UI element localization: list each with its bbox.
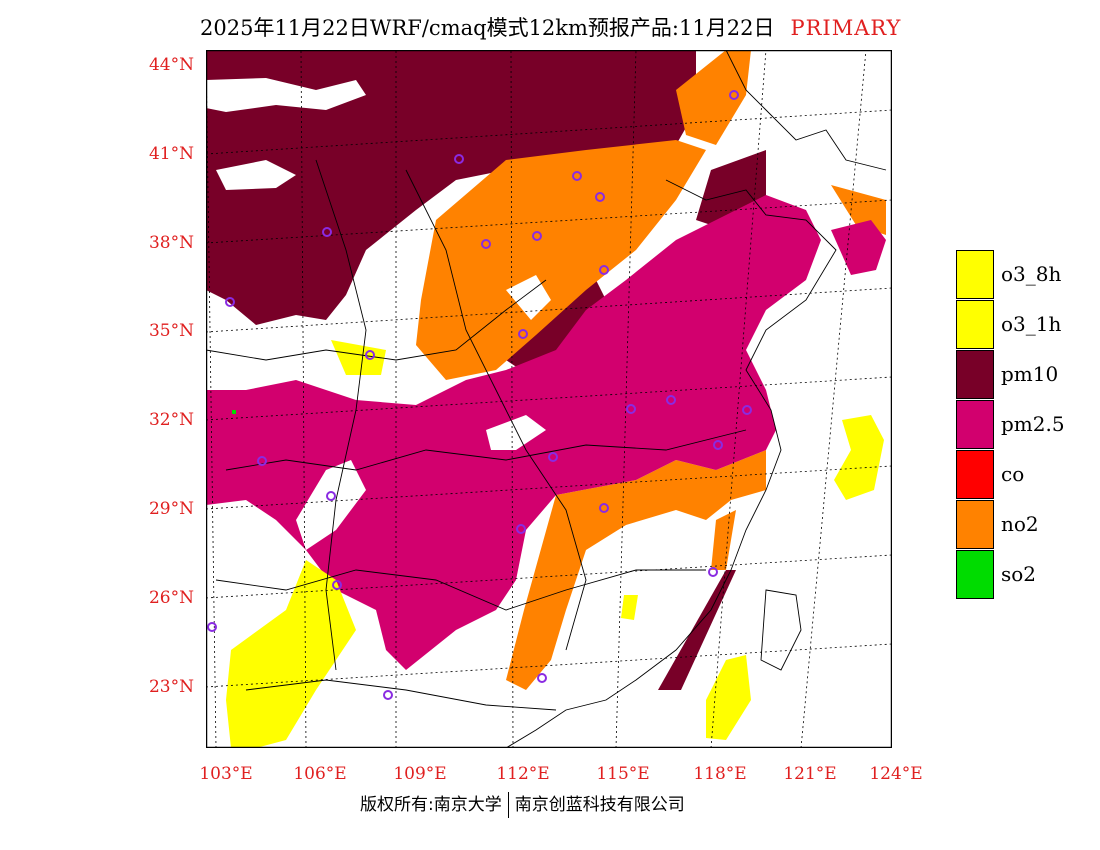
legend-swatch-pm25 bbox=[956, 400, 994, 449]
legend-label-o3-8h: o3_8h bbox=[1001, 262, 1062, 286]
legend-item-co: co bbox=[956, 450, 1100, 500]
lon-label-115e: 115°E bbox=[596, 764, 650, 784]
lon-label-103e: 103°E bbox=[199, 764, 253, 784]
pm10-north-region bbox=[206, 50, 696, 325]
legend-swatch-so2 bbox=[956, 550, 994, 599]
legend-swatch-o3-8h bbox=[956, 250, 994, 299]
title-text: 2025年11月22日WRF/cmaq模式12km预报产品:11月22日 bbox=[200, 16, 775, 40]
legend-swatch-co bbox=[956, 450, 994, 499]
lat-label-38n: 38°N bbox=[148, 233, 194, 253]
map-title: 2025年11月22日WRF/cmaq模式12km预报产品:11月22日 PRIM… bbox=[200, 12, 901, 42]
legend-swatch-pm10 bbox=[956, 350, 994, 399]
legend-item-pm10: pm10 bbox=[956, 350, 1100, 400]
legend-label-no2: no2 bbox=[1001, 512, 1039, 536]
legend-swatch-o3-1h bbox=[956, 300, 994, 349]
lon-label-124e: 124°E bbox=[869, 764, 923, 784]
lat-label-41n: 41°N bbox=[148, 144, 194, 164]
legend-item-pm25: pm2.5 bbox=[956, 400, 1100, 450]
copyright-text: 版权所有:南京大学 bbox=[360, 795, 502, 815]
o3-southwest-region bbox=[226, 560, 356, 748]
legend-label-o3-1h: o3_1h bbox=[1001, 312, 1062, 336]
legend-item-o3-1h: o3_1h bbox=[956, 300, 1100, 350]
lat-label-26n: 26°N bbox=[148, 588, 194, 608]
lat-label-32n: 32°N bbox=[148, 410, 194, 430]
forecast-map bbox=[206, 50, 892, 748]
lon-label-118e: 118°E bbox=[693, 764, 747, 784]
legend-swatch-no2 bbox=[956, 500, 994, 549]
no2-northern-band bbox=[416, 140, 706, 380]
product-type-label: PRIMARY bbox=[790, 16, 902, 40]
lat-label-35n: 35°N bbox=[148, 321, 194, 341]
company-text: 南京创蓝科技有限公司 bbox=[514, 795, 685, 815]
legend-item-o3-8h: o3_8h bbox=[956, 250, 1100, 300]
legend-item-so2: so2 bbox=[956, 550, 1100, 600]
no2-southern-band bbox=[506, 450, 766, 690]
footer-separator bbox=[507, 792, 509, 818]
legend-label-pm10: pm10 bbox=[1001, 362, 1059, 386]
lon-label-109e: 109°E bbox=[393, 764, 447, 784]
legend-item-no2: no2 bbox=[956, 500, 1100, 550]
lon-label-112e: 112°E bbox=[496, 764, 550, 784]
legend-label-co: co bbox=[1001, 462, 1025, 486]
copyright-footer: 版权所有:南京大学 南京创蓝科技有限公司 bbox=[360, 790, 685, 818]
legend-label-pm25: pm2.5 bbox=[1001, 412, 1065, 436]
lat-label-44n: 44°N bbox=[148, 55, 194, 75]
lon-label-106e: 106°E bbox=[293, 764, 347, 784]
lat-label-23n: 23°N bbox=[148, 677, 194, 697]
lat-label-29n: 29°N bbox=[148, 499, 194, 519]
legend-label-so2: so2 bbox=[1001, 562, 1037, 586]
lon-label-121e: 121°E bbox=[783, 764, 837, 784]
